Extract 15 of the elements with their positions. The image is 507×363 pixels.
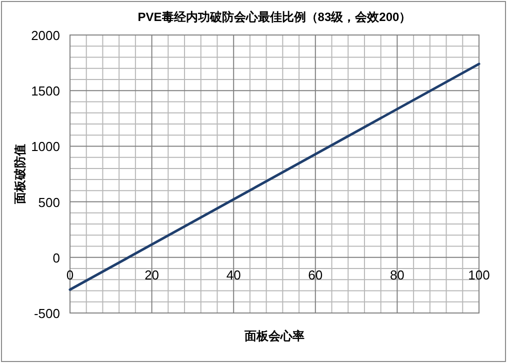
y-tick-label: 1500 (31, 84, 60, 99)
y-tick-label: 0 (52, 250, 60, 266)
y-tick-label: 500 (38, 194, 60, 210)
x-tick-label: 80 (390, 267, 404, 282)
x-tick-label: 60 (308, 267, 323, 282)
x-tick-label: 40 (226, 267, 241, 282)
x-tick-label: 20 (144, 267, 160, 282)
y-tick-label: -500 (34, 306, 60, 321)
x-tick-label: 0 (66, 267, 74, 282)
y-axis-title: 面板破防值 (13, 144, 27, 205)
x-tick-label: 100 (468, 267, 490, 282)
chart-title: PVE毒经内功破防会心最佳比例（83级，会效200） (138, 10, 412, 24)
y-tick-label: 2000 (31, 28, 60, 43)
y-tick-label: 1000 (31, 139, 60, 154)
x-axis-title: 面板会心率 (244, 329, 304, 343)
